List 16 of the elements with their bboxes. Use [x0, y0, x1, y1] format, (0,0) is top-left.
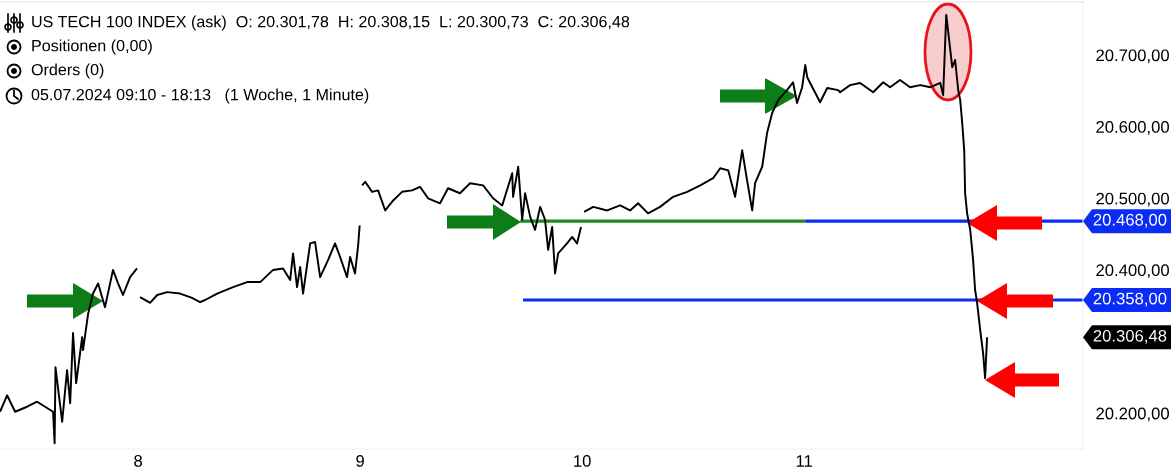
x-tick-label: 11 [796, 455, 812, 467]
y-tick-label: 20.700,00 [1096, 49, 1169, 64]
y-tick-label: 20.400,00 [1096, 264, 1169, 279]
data-label: 20.358,00 [1093, 292, 1167, 307]
annotation: Positionen (0,00) [32, 39, 152, 55]
x-tick-label: 8 [134, 455, 142, 467]
annotation: Orders (0) [31, 63, 104, 79]
y-tick-label: 20.500,00 [1096, 192, 1169, 207]
x-tick-label: 9 [356, 455, 364, 467]
text: 20.306,48 [1093, 329, 1167, 344]
data-label: 20.468,00 [1093, 213, 1167, 228]
y-tick-label: 20.600,00 [1096, 121, 1169, 135]
x-tick-label: 10 [574, 455, 591, 467]
annotation: 05.07.2024 09:10 - 18:13 (1 Woche, 1 Minute) [31, 88, 369, 104]
text: US TECH 100 INDEX (ask) O: 20.301,78 H: 20.308,15 L: 20.300,73 C: 20.306,48 [32, 15, 630, 31]
y-tick-label: 20.200,00 [1096, 407, 1169, 422]
